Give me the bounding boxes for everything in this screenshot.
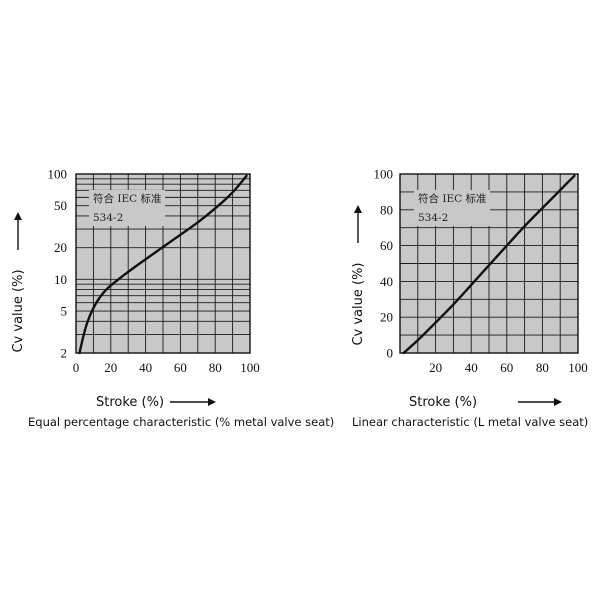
chart-linear: 符合 IEC 标准 534-2 0 20 40 60 80 100 20 40 60 80 100 Cv …: [351, 167, 588, 430]
x-tick-label: 60: [174, 360, 187, 375]
x-tick-label: 60: [500, 360, 513, 375]
x-tick-label: 20: [429, 360, 442, 375]
x-tick-label: 40: [139, 360, 152, 375]
annotation-background: [414, 190, 490, 226]
x-axis-label: Stroke (%): [96, 395, 164, 410]
x-axis-arrow: [518, 398, 562, 406]
y-tick-label: 100: [48, 167, 68, 182]
y-axis-label: Cv value (%): [11, 269, 26, 352]
y-tick-label: 0: [387, 346, 394, 361]
series-line: [78, 174, 248, 355]
y-tick-label: 60: [380, 238, 393, 253]
x-tick-label: 80: [209, 360, 222, 375]
y-axis-arrow: [354, 205, 362, 243]
chart-equal-percentage: 符合 IEC 标准 534-2 2 5 10 20 50 100 0 20 40 60 80 100 Cv …: [11, 167, 334, 430]
x-tick-label: 100: [240, 360, 260, 375]
y-axis-arrow: [14, 212, 22, 250]
x-tick-label: 80: [536, 360, 549, 375]
annotation-code: 534-2: [93, 212, 123, 224]
x-axis-arrow: [170, 398, 216, 406]
y-tick-label: 40: [380, 274, 393, 289]
y-tick-label: 20: [380, 310, 393, 325]
y-tick-label: 100: [374, 167, 394, 182]
y-tick-label: 20: [54, 240, 67, 255]
x-tick-label: 40: [465, 360, 478, 375]
annotation-code: 534-2: [418, 212, 448, 224]
annotation-standard: 符合 IEC 标准: [418, 192, 487, 205]
y-tick-label: 10: [54, 272, 67, 287]
x-tick-label: 0: [73, 360, 80, 375]
y-axis-label: Cv value (%): [351, 262, 366, 345]
x-tick-label: 100: [568, 360, 588, 375]
y-tick-label: 80: [380, 202, 393, 217]
plot-frame: [399, 173, 579, 354]
y-tick-label: 2: [61, 346, 68, 361]
plot-frame: [75, 173, 251, 354]
annotation-standard: 符合 IEC 标准: [93, 192, 162, 205]
grid-lines: [400, 174, 578, 353]
x-tick-label: 20: [104, 360, 117, 375]
series-line: [402, 174, 576, 355]
annotation-background: [89, 190, 165, 226]
y-tick-label: 50: [54, 198, 67, 213]
y-tick-label: 5: [61, 304, 68, 319]
chart-caption: Linear characteristic (L metal valve sea…: [352, 415, 588, 429]
chart-caption: Equal percentage characteristic (% metal…: [28, 415, 334, 429]
x-axis-label: Stroke (%): [409, 395, 477, 410]
